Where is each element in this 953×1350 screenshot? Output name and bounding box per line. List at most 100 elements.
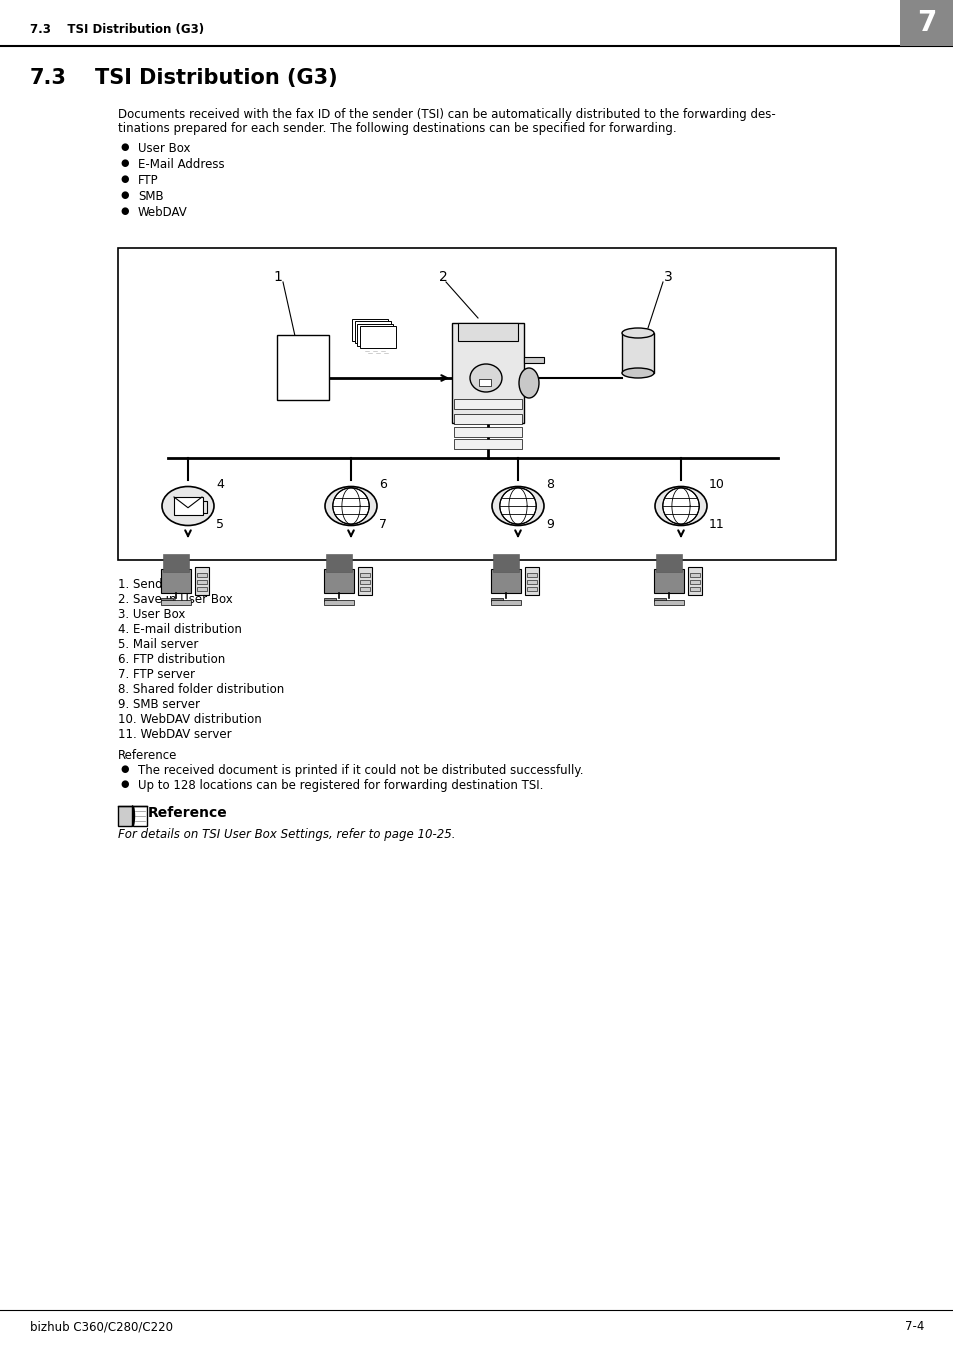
Text: 3: 3 <box>663 270 672 284</box>
Text: 4: 4 <box>215 478 224 491</box>
Bar <box>324 598 335 601</box>
Bar <box>161 599 191 605</box>
Ellipse shape <box>518 369 538 398</box>
Text: 11: 11 <box>708 518 724 531</box>
Bar <box>491 599 520 605</box>
Bar <box>452 323 523 423</box>
Text: 7-4: 7-4 <box>903 1320 923 1332</box>
Bar <box>454 427 521 437</box>
Bar <box>357 567 372 595</box>
Bar <box>478 379 491 386</box>
Circle shape <box>662 487 699 524</box>
Text: ●: ● <box>120 142 129 153</box>
Bar <box>173 497 202 514</box>
Text: For details on TSI User Box Settings, refer to page 10-25.: For details on TSI User Box Settings, re… <box>118 828 455 841</box>
Circle shape <box>499 487 536 524</box>
Bar <box>454 414 521 424</box>
Ellipse shape <box>325 486 376 525</box>
Bar <box>526 580 537 585</box>
Text: ●: ● <box>120 764 129 774</box>
Bar <box>357 324 393 346</box>
Bar <box>355 321 391 343</box>
Bar <box>276 335 329 400</box>
Text: 7: 7 <box>378 518 387 531</box>
Ellipse shape <box>492 486 543 525</box>
Text: SMB: SMB <box>138 190 164 202</box>
Text: 2. Save in User Box: 2. Save in User Box <box>118 593 233 606</box>
Text: The received document is printed if it could not be distributed successfully.: The received document is printed if it c… <box>138 764 583 778</box>
Text: bizhub C360/C280/C220: bizhub C360/C280/C220 <box>30 1320 172 1332</box>
Bar <box>196 587 207 591</box>
Text: 1. Sender: 1. Sender <box>118 578 174 591</box>
Bar <box>491 568 520 593</box>
Bar <box>161 568 191 593</box>
Text: 4. E-mail distribution: 4. E-mail distribution <box>118 622 242 636</box>
Text: E-Mail Address: E-Mail Address <box>138 158 224 171</box>
Bar <box>524 567 538 595</box>
Bar <box>163 554 189 572</box>
Text: ●: ● <box>120 207 129 216</box>
Text: ●: ● <box>120 158 129 167</box>
Bar <box>324 599 354 605</box>
Bar <box>621 333 654 373</box>
Bar <box>454 400 521 409</box>
Bar <box>118 248 835 560</box>
Bar <box>689 572 700 576</box>
Text: ●: ● <box>120 779 129 788</box>
Bar <box>689 580 700 585</box>
Bar <box>899 0 953 46</box>
Bar <box>523 356 543 363</box>
Text: 7: 7 <box>917 9 936 36</box>
Bar <box>324 568 354 593</box>
Bar <box>359 572 370 576</box>
Bar <box>326 554 352 572</box>
Bar <box>654 598 665 601</box>
Ellipse shape <box>655 486 706 525</box>
Bar <box>359 580 370 585</box>
Text: FTP: FTP <box>138 174 158 188</box>
Text: 6. FTP distribution: 6. FTP distribution <box>118 653 225 666</box>
Bar <box>161 598 172 601</box>
Text: 2: 2 <box>438 270 447 284</box>
Ellipse shape <box>621 369 654 378</box>
Bar <box>654 599 683 605</box>
Text: 8: 8 <box>545 478 554 491</box>
Bar <box>493 554 518 572</box>
Text: 7. FTP server: 7. FTP server <box>118 668 194 680</box>
Text: 10. WebDAV distribution: 10. WebDAV distribution <box>118 713 261 726</box>
Bar <box>656 554 681 572</box>
Text: 7.3: 7.3 <box>30 68 67 88</box>
Text: ●: ● <box>120 174 129 184</box>
Ellipse shape <box>162 486 213 525</box>
Text: 9: 9 <box>545 518 554 531</box>
Text: 11. WebDAV server: 11. WebDAV server <box>118 728 232 741</box>
Bar <box>689 587 700 591</box>
Text: Reference: Reference <box>118 749 177 761</box>
Bar <box>491 598 502 601</box>
Bar <box>196 572 207 576</box>
Text: Up to 128 locations can be registered for forwarding destination TSI.: Up to 128 locations can be registered fo… <box>138 779 543 792</box>
Bar <box>526 587 537 591</box>
FancyBboxPatch shape <box>132 806 147 826</box>
Text: ●: ● <box>120 190 129 200</box>
Bar <box>359 325 395 348</box>
Bar <box>352 319 388 340</box>
Ellipse shape <box>470 364 501 391</box>
Text: 7.3    TSI Distribution (G3): 7.3 TSI Distribution (G3) <box>30 23 204 36</box>
Text: 8. Shared folder distribution: 8. Shared folder distribution <box>118 683 284 697</box>
Text: 5. Mail server: 5. Mail server <box>118 639 198 651</box>
Bar <box>194 567 209 595</box>
Bar <box>454 439 521 450</box>
Text: 3. User Box: 3. User Box <box>118 608 185 621</box>
Text: TSI Distribution (G3): TSI Distribution (G3) <box>95 68 337 88</box>
Text: 5: 5 <box>215 518 224 531</box>
Circle shape <box>333 487 369 524</box>
Bar <box>196 580 207 585</box>
Text: WebDAV: WebDAV <box>138 207 188 219</box>
Ellipse shape <box>621 328 654 338</box>
Bar <box>654 568 683 593</box>
Bar <box>526 572 537 576</box>
Bar <box>687 567 701 595</box>
Text: 6: 6 <box>378 478 387 491</box>
Bar <box>359 587 370 591</box>
